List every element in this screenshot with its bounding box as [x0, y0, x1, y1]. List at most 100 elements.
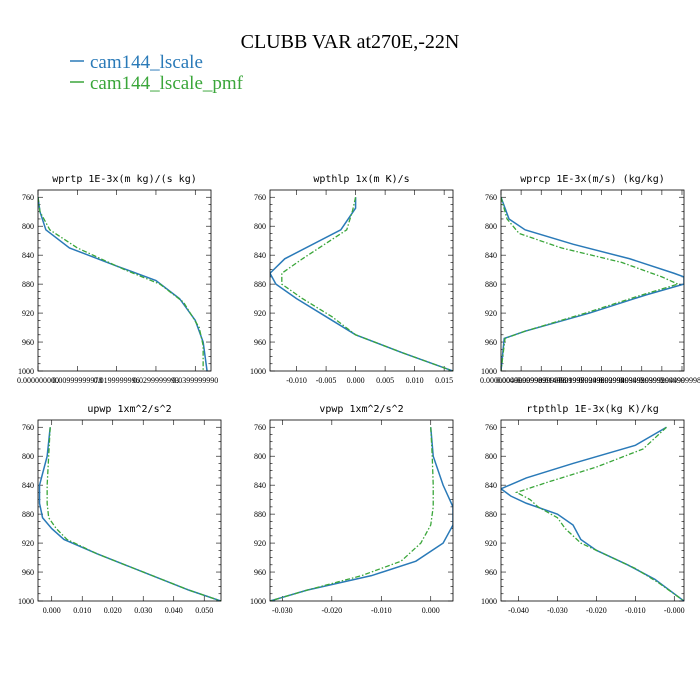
y-tick-label: 840: [254, 481, 266, 490]
y-tick-label: 1000: [18, 597, 34, 606]
series-line-cam144-lscale: [501, 196, 684, 371]
y-tick-label: 760: [485, 423, 497, 432]
y-tick-label: 760: [485, 193, 497, 202]
x-tick-label: 0.0199999996: [94, 376, 140, 385]
y-tick-label: 1000: [481, 597, 497, 606]
y-tick-label: 760: [22, 193, 34, 202]
series-line-cam144-lscale: [501, 426, 684, 601]
plot-frame: [269, 419, 454, 602]
y-tick-label: 960: [485, 568, 497, 577]
series-line-cam144-lscale-pmf: [281, 197, 453, 371]
y-tick-label: 1000: [481, 367, 497, 376]
x-tick-label: 0.000000000: [480, 376, 522, 385]
y-tick-label: 880: [254, 510, 266, 519]
legend: cam144_lscale cam144_lscale_pmf: [70, 52, 244, 94]
y-tick-label: 880: [485, 280, 497, 289]
x-tick-label: 0.010: [73, 606, 91, 615]
y-tick-label: 800: [485, 452, 497, 461]
series-line-cam144-lscale-pmf: [46, 427, 221, 601]
legend-label-cam144-lscale-pmf: cam144_lscale_pmf: [90, 73, 244, 94]
x-tick-label: 0.005: [376, 376, 394, 385]
x-tick-label: -0.005: [316, 376, 337, 385]
panel-title: wpthlp 1x(m K)/s: [313, 174, 409, 185]
x-tick-label: 0.000: [43, 606, 61, 615]
x-tick-label: -0.010: [371, 606, 392, 615]
y-tick-label: 920: [254, 539, 266, 548]
x-tick-label: 0.040: [165, 606, 183, 615]
plot-frame: [37, 189, 212, 372]
panel-6: rtpthlp 1E-3x(kg K)/kg 760 800 840 880 920 960…: [481, 404, 685, 615]
x-tick-label: -0.030: [272, 606, 293, 615]
y-tick-label: 920: [22, 539, 34, 548]
series-line-cam144-lscale-pmf: [270, 427, 434, 601]
y-tick-label: 840: [254, 251, 266, 260]
y-tick-label: 1000: [18, 367, 34, 376]
y-tick-label: 840: [22, 481, 34, 490]
y-tick-label: 920: [485, 539, 497, 548]
x-tick-label: 0.030: [134, 606, 152, 615]
plot-frame: [500, 419, 685, 602]
y-tick-label: 920: [22, 309, 34, 318]
y-tick-label: 960: [22, 568, 34, 577]
y-tick-label: 760: [254, 193, 266, 202]
x-tick-label: 0.050: [195, 606, 213, 615]
x-tick-label: 0.0449999980: [659, 376, 700, 385]
panel-title: wprtp 1E-3x(m kg)/(s kg): [52, 174, 197, 185]
y-tick-label: 960: [22, 338, 34, 347]
panel-4: upwp 1xm^2/s^2 760 800 840 880 920 960 1000 0.00…: [18, 404, 222, 615]
y-tick-label: 760: [22, 423, 34, 432]
x-tick-label: 0.010: [406, 376, 424, 385]
series-line-cam144-lscale-pmf: [514, 426, 684, 601]
y-tick-label: 1000: [250, 367, 266, 376]
panel-title: vpwp 1xm^2/s^2: [319, 404, 403, 415]
y-tick-label: 960: [254, 338, 266, 347]
panel-5: vpwp 1xm^2/s^2 760 800 840 880 920 960 1000 -0.0…: [250, 404, 454, 615]
legend-label-cam144-lscale: cam144_lscale: [90, 52, 203, 73]
plot-frame: [269, 189, 454, 372]
plot-frame: [37, 419, 222, 602]
y-tick-label: 1000: [250, 597, 266, 606]
panel-title: wprcp 1E-3x(m/s) (kg/kg): [520, 174, 665, 185]
y-tick-label: 840: [485, 481, 497, 490]
panel-2: wpthlp 1x(m K)/s 760 800 840 880 920 960 1000 -0…: [250, 174, 454, 385]
x-tick-label: 0.0299999993: [133, 376, 179, 385]
panel-title: rtpthlp 1E-3x(kg K)/kg: [526, 404, 658, 415]
x-tick-label: 0.00999999978: [52, 376, 102, 385]
y-tick-label: 760: [254, 423, 266, 432]
x-tick-label: -0.000: [664, 606, 685, 615]
x-tick-label: -0.040: [508, 606, 529, 615]
series-line-cam144-lscale-pmf: [501, 197, 680, 371]
x-tick-label: 0.00999999978: [516, 376, 566, 385]
y-tick-label: 880: [22, 280, 34, 289]
panel-title: upwp 1xm^2/s^2: [87, 404, 171, 415]
y-tick-label: 920: [254, 309, 266, 318]
series-line-cam144-lscale: [38, 427, 221, 601]
x-tick-label: 0.000: [347, 376, 365, 385]
series-line-cam144-lscale: [270, 427, 453, 601]
x-tick-label: 0.0399999990: [639, 376, 685, 385]
panel-3: wprcp 1E-3x(m/s) (kg/kg) 760 800 840 880 920 9…: [480, 174, 700, 385]
x-tick-label: -0.020: [586, 606, 607, 615]
x-tick-label: -0.010: [625, 606, 646, 615]
x-tick-label: 0.000: [422, 606, 440, 615]
panel-1: wprtp 1E-3x(m kg)/(s kg) 760 800 840 880 920 9…: [17, 174, 218, 385]
x-tick-label: 0.000000000: [17, 376, 59, 385]
y-tick-label: 840: [485, 251, 497, 260]
series-line-cam144-lscale: [38, 197, 208, 371]
series-line-cam144-lscale: [270, 197, 453, 371]
y-tick-label: 960: [485, 338, 497, 347]
x-tick-label: 0.015: [435, 376, 453, 385]
y-tick-label: 800: [254, 222, 266, 231]
x-tick-label: 0.0299999993: [599, 376, 645, 385]
y-tick-label: 960: [254, 568, 266, 577]
y-tick-label: 920: [485, 309, 497, 318]
x-tick-label: -0.020: [321, 606, 342, 615]
panels: wprtp 1E-3x(m kg)/(s kg) 760 800 840 880 920 9…: [17, 174, 700, 615]
x-tick-label: 0.0149999997: [538, 376, 584, 385]
x-tick-label: 0.00499999989: [496, 376, 546, 385]
x-tick-label: -0.030: [547, 606, 568, 615]
y-tick-label: 800: [22, 452, 34, 461]
figure-title: CLUBB VAR at270E,-22N: [241, 31, 460, 53]
x-tick-label: 0.0349999992: [619, 376, 665, 385]
